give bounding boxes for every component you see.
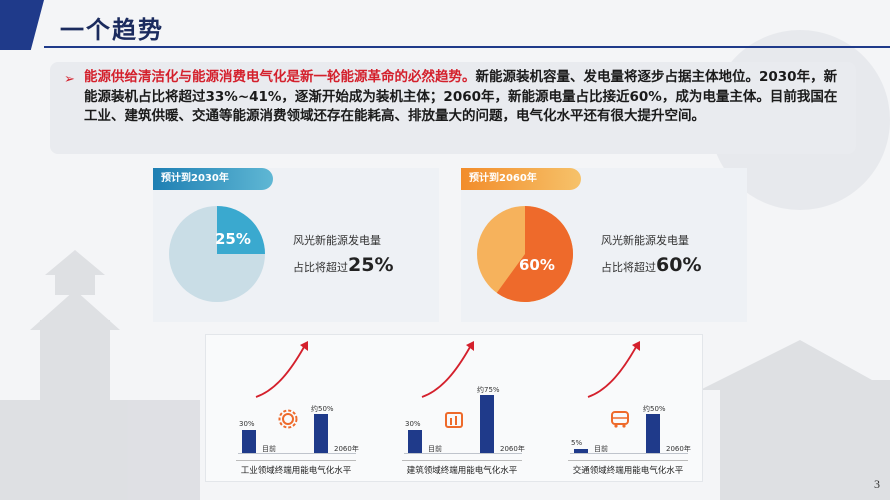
trend-arrow-icon (255, 341, 308, 398)
trend-arrow-icon (421, 341, 474, 398)
bar-baseline (570, 453, 688, 454)
card-value: 占比将超过25% (293, 254, 393, 276)
pie-2060 (477, 206, 573, 302)
card-description: 风光新能源发电量 (601, 234, 689, 247)
bar-category-label: 2060年 (334, 445, 359, 453)
bar-category-label: 目前 (428, 445, 442, 453)
building-icon (445, 412, 463, 428)
card-value-number: 60% (656, 254, 702, 276)
summary-body: 新能源装机容量、发电量将逐步占据主体地位。2030年，新能源装机占比将超过33%… (84, 69, 838, 124)
bar (574, 449, 588, 453)
card-value-prefix: 占比将超过 (601, 261, 656, 274)
summary-box: ➢ 能源供给清洁化与能源消费电气化是新一轮能源革命的必然趋势。新能源装机容量、发… (50, 62, 856, 154)
bar (646, 414, 660, 453)
card-value: 占比将超过60% (601, 254, 701, 276)
card-tag: 预计到2060年 (461, 168, 581, 190)
card-description: 风光新能源发电量 (293, 234, 381, 247)
bar-value-label: 约50% (643, 405, 666, 413)
summary-text: 能源供给清洁化与能源消费电气化是新一轮能源革命的必然趋势。新能源装机容量、发电量… (84, 68, 846, 127)
card-value-prefix: 占比将超过 (293, 261, 348, 274)
bullet-arrow-icon: ➢ (64, 72, 75, 87)
bar-value-label: 约75% (477, 385, 500, 394)
forecast-card-2060: 预计到2060年 60% 风光新能源发电量 占比将超过60% (461, 168, 747, 322)
bar-value-label: 30% (405, 419, 421, 428)
pie-2030 (169, 206, 265, 302)
header-divider (44, 46, 890, 48)
page-number: 3 (874, 477, 880, 491)
forecast-card-2030: 预计到2030年 25% 风光新能源发电量 占比将超过25% (153, 168, 439, 322)
pie-label: 60% (519, 256, 555, 274)
bar-value-label: 30% (239, 419, 255, 428)
bar-category-label: 目前 (262, 445, 276, 453)
header-accent (0, 0, 44, 50)
bar (480, 394, 494, 453)
summary-lead: 能源供给清洁化与能源消费电气化是新一轮能源革命的必然趋势。 (84, 69, 476, 85)
card-tag: 预计到2030年 (153, 168, 273, 190)
bar-group: 30% 目前 约75% 2060年建筑领域终端用能电气化水平 (382, 335, 542, 483)
bar-category-label: 2060年 (500, 445, 525, 453)
bar-baseline (238, 453, 356, 454)
caption-divider (236, 460, 356, 461)
bar-group-caption: 交通领域终端用能电气化水平 (572, 466, 684, 476)
bar-value-label: 5% (571, 439, 583, 447)
electrification-bar-panel: 30% 目前 约50% 2060年工业领域终端用能电气化水平 30% 目前 约75% 2060… (205, 334, 703, 482)
bar-group-caption: 工业领域终端用能电气化水平 (240, 466, 352, 476)
caption-divider (402, 460, 522, 461)
bar-group-caption: 建筑领域终端用能电气化水平 (406, 466, 518, 476)
bar-group: 30% 目前 约50% 2060年工业领域终端用能电气化水平 (216, 335, 376, 483)
trend-arrow-icon (587, 341, 640, 398)
bar-group: 5% 目前 约50% 2060年交通领域终端用能电气化水平 (548, 335, 708, 483)
pie-slice (217, 206, 265, 254)
card-value-number: 25% (348, 254, 394, 276)
bar-value-label: 约50% (311, 405, 334, 413)
bar-baseline (404, 453, 522, 454)
pie-slice (496, 206, 573, 302)
bar (242, 429, 256, 453)
bus-icon (611, 411, 629, 428)
bar (314, 414, 328, 453)
page-title: 一个趋势 (60, 16, 164, 44)
bar (408, 429, 422, 453)
bar-category-label: 目前 (594, 445, 608, 453)
gear-icon (278, 409, 298, 429)
caption-divider (568, 460, 688, 461)
pie-label: 25% (215, 230, 251, 248)
bar-category-label: 2060年 (666, 445, 691, 453)
